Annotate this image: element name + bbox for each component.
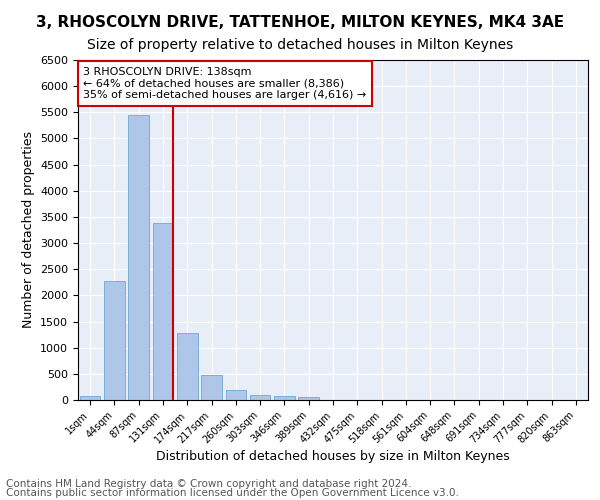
Text: Contains public sector information licensed under the Open Government Licence v3: Contains public sector information licen…: [6, 488, 459, 498]
X-axis label: Distribution of detached houses by size in Milton Keynes: Distribution of detached houses by size …: [156, 450, 510, 464]
Bar: [226, 390, 246, 400]
Bar: [250, 394, 271, 400]
Text: Size of property relative to detached houses in Milton Keynes: Size of property relative to detached ho…: [87, 38, 513, 52]
Bar: [298, 397, 319, 400]
Bar: [152, 223, 173, 400]
Bar: [177, 332, 197, 400]
Text: 3, RHOSCOLYN DRIVE, TATTENHOE, MILTON KEYNES, MK4 3AE: 3, RHOSCOLYN DRIVE, TATTENHOE, MILTON KE…: [36, 15, 564, 30]
Bar: [201, 375, 222, 400]
Text: 3 RHOSCOLYN DRIVE: 138sqm
← 64% of detached houses are smaller (8,386)
35% of se: 3 RHOSCOLYN DRIVE: 138sqm ← 64% of detac…: [83, 67, 367, 100]
Bar: [274, 396, 295, 400]
Y-axis label: Number of detached properties: Number of detached properties: [22, 132, 35, 328]
Bar: [104, 282, 125, 400]
Bar: [128, 116, 149, 400]
Text: Contains HM Land Registry data © Crown copyright and database right 2024.: Contains HM Land Registry data © Crown c…: [6, 479, 412, 489]
Bar: [80, 396, 100, 400]
